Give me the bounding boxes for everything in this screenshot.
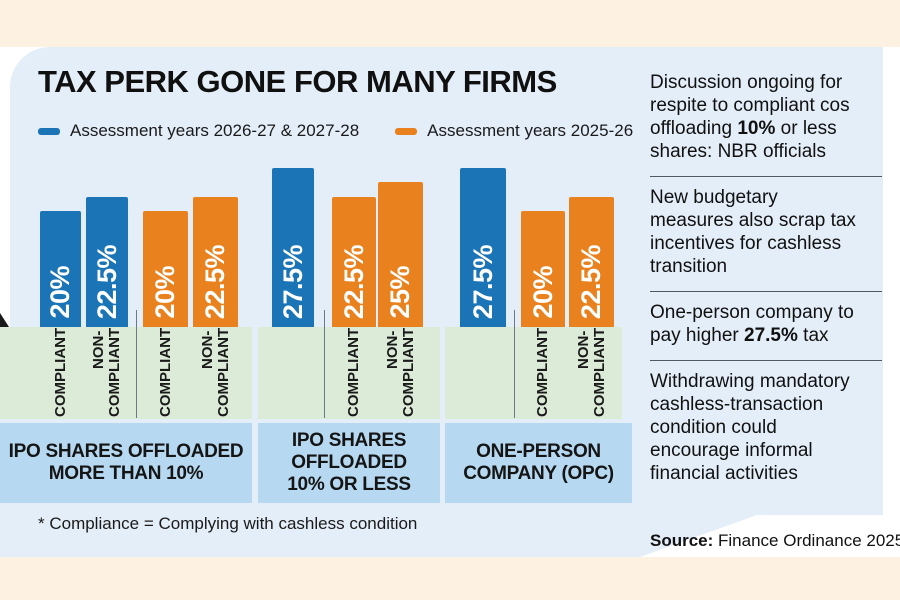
bar-g1-orange-compliant: 20%: [143, 211, 188, 327]
series-divider-group3: [514, 310, 515, 418]
green-band-group1: [0, 327, 252, 419]
note-text: Discussion ongoing for respite to compli…: [650, 72, 850, 139]
bar-value-label: 27.5%: [277, 244, 308, 319]
bar-value-label: 22.5%: [91, 244, 122, 319]
footnote: * Compliance = Complying with cashless c…: [38, 514, 418, 533]
bar-value-label: 20%: [150, 266, 180, 319]
bar-value-label: 22.5%: [200, 244, 230, 319]
compliance-label: NON- COMPLIANT: [383, 327, 417, 417]
compliance-line: NON-: [198, 331, 216, 370]
source-text: Finance Ordinance 2025: [713, 531, 900, 550]
source-label: Source:: [650, 531, 714, 550]
category-label: ONE-PERSON COMPANY (OPC): [463, 440, 614, 484]
sidebar-note-4: Withdrawing mandatory cashless-transacti…: [650, 360, 882, 498]
note-text: tax: [797, 325, 829, 346]
bar-value-label: 25%: [385, 266, 415, 319]
bar-g2-orange-compliant: 22.5%: [332, 196, 376, 327]
category-band-group3: ONE-PERSON COMPANY (OPC): [445, 423, 632, 503]
bar-g1-orange-noncompliant: 22.5%: [193, 196, 238, 327]
compliance-line: NON-: [574, 331, 592, 370]
sidebar-note-1: Discussion ongoing for respite to compli…: [650, 62, 882, 176]
legend-swatch-orange: [395, 127, 418, 135]
category-band-group1: IPO SHARES OFFLOADED MORE THAN 10%: [0, 423, 252, 503]
note-text: or less shares: NBR officials: [650, 118, 837, 162]
bar-g2-blue-all: 27.5%: [272, 167, 314, 327]
category-label: IPO SHARES OFFLOADED MORE THAN 10%: [8, 440, 244, 484]
bar-g1-blue-compliant: 20%: [40, 211, 81, 327]
bar-g3-orange-compliant: 20%: [521, 211, 565, 327]
compliance-line: NON-: [383, 331, 401, 370]
note-text: Withdrawing mandatory cashless-transacti…: [650, 371, 850, 484]
compliance-label: COMPLIANT: [156, 327, 174, 417]
compliance-label: COMPLIANT: [534, 327, 552, 417]
bar-g3-blue-all: 27.5%: [460, 167, 506, 327]
compliance-line: COMPLIANT: [345, 327, 363, 417]
top-cream-strip: [0, 0, 900, 47]
compliance-label-cell: COMPLIANT: [40, 327, 81, 417]
bar-value-label: 27.5%: [467, 244, 498, 319]
axis-corner-marker: [0, 313, 9, 327]
legend: Assessment years 2026-27 & 2027-28 Asses…: [38, 121, 633, 141]
compliance-label: NON- COMPLIANT: [90, 327, 123, 417]
bar-value-label: 22.5%: [576, 244, 606, 319]
compliance-line: COMPLIANT: [590, 327, 608, 417]
compliance-line: COMPLIANT: [534, 327, 552, 417]
green-band-group3: [445, 327, 622, 419]
note-text: New budgetary measures also scrap tax in…: [650, 187, 856, 277]
compliance-line: COMPLIANT: [156, 327, 174, 417]
compliance-label-cell: COMPLIANT: [521, 327, 565, 417]
compliance-line: COMPLIANT: [51, 327, 69, 417]
page-title: TAX PERK GONE FOR MANY FIRMS: [38, 64, 557, 99]
legend-item-2026-28: Assessment years 2026-27 & 2027-28: [38, 121, 359, 141]
compliance-label: COMPLIANT: [345, 327, 363, 417]
compliance-label-cell: NON- COMPLIANT: [86, 327, 128, 417]
source-credit: Source: Finance Ordinance 2025: [650, 531, 900, 551]
legend-label: Assessment years 2026-27 & 2027-28: [70, 121, 360, 140]
bar-value-label: 22.5%: [338, 244, 369, 319]
series-divider-group1: [136, 310, 137, 418]
compliance-line: COMPLIANT: [399, 327, 417, 417]
bar-g2-orange-noncompliant: 25%: [378, 182, 423, 327]
compliance-label-cell: NON- COMPLIANT: [569, 327, 614, 417]
bar-value-label: 20%: [527, 266, 558, 319]
compliance-line: NON-: [90, 331, 108, 370]
legend-label: Assessment years 2025-26: [427, 121, 634, 140]
note-bold-text: 10%: [737, 118, 776, 139]
compliance-label-cell: COMPLIANT: [332, 327, 376, 417]
compliance-label-cell: NON- COMPLIANT: [193, 327, 238, 417]
compliance-label-cell: NON- COMPLIANT: [378, 327, 423, 417]
bar-value-label: 20%: [45, 266, 75, 319]
series-divider-group2: [324, 310, 325, 418]
compliance-label: NON- COMPLIANT: [574, 327, 608, 417]
compliance-label: COMPLIANT: [51, 327, 69, 417]
category-band-group2: IPO SHARES OFFLOADED 10% OR LESS: [258, 423, 440, 503]
sidebar-note-2: New budgetary measures also scrap tax in…: [650, 176, 882, 291]
note-text: One-person company to pay higher: [650, 302, 854, 346]
compliance-line: COMPLIANT: [106, 327, 123, 417]
sidebar-note-3: One-person company to pay higher 27.5% t…: [650, 291, 882, 360]
note-bold-text: 27.5%: [744, 325, 798, 346]
bar-g1-blue-noncompliant: 22.5%: [86, 196, 128, 327]
compliance-line: COMPLIANT: [214, 327, 232, 417]
compliance-label-cell: COMPLIANT: [143, 327, 188, 417]
compliance-label: NON- COMPLIANT: [198, 327, 232, 417]
legend-swatch-blue: [38, 127, 60, 135]
bar-g3-orange-noncompliant: 22.5%: [569, 196, 614, 327]
legend-item-2025-26: Assessment years 2025-26: [395, 121, 633, 141]
green-band-group2: [258, 327, 440, 419]
sidebar: Discussion ongoing for respite to compli…: [650, 62, 882, 498]
category-label: IPO SHARES OFFLOADED 10% OR LESS: [287, 429, 411, 496]
bottom-cream-strip: [0, 557, 900, 600]
